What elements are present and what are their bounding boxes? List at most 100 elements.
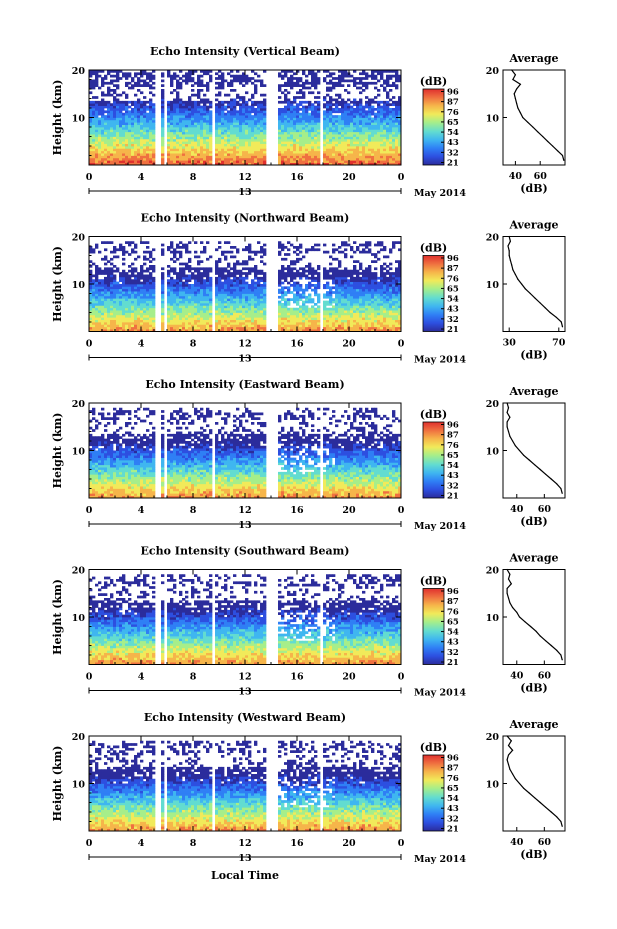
heatmap-cell bbox=[239, 74, 243, 78]
heatmap-cell bbox=[140, 284, 144, 287]
heatmap-cell bbox=[209, 286, 213, 290]
heatmap-cell bbox=[191, 286, 195, 290]
heatmap-cell bbox=[185, 284, 189, 287]
heatmap-cell bbox=[131, 131, 135, 135]
heatmap-cell bbox=[284, 324, 288, 328]
heatmap-cell bbox=[221, 115, 225, 118]
heatmap-cell bbox=[224, 93, 228, 97]
heatmap-cell bbox=[215, 93, 219, 97]
heatmap-cell bbox=[218, 77, 222, 80]
heatmap-cell bbox=[287, 312, 291, 316]
heatmap-cell bbox=[179, 150, 183, 154]
heatmap-cell bbox=[119, 305, 123, 309]
heatmap-cell bbox=[347, 103, 351, 106]
heatmap-cell bbox=[281, 246, 285, 249]
heatmap-cell bbox=[185, 103, 189, 106]
heatmap-cell bbox=[176, 307, 180, 311]
heatmap-cell bbox=[305, 141, 309, 144]
heatmap-cell bbox=[203, 269, 207, 273]
heatmap-cell bbox=[380, 141, 384, 144]
heatmap-cell bbox=[143, 300, 147, 304]
heatmap-cell bbox=[215, 305, 219, 309]
heatmap-cell bbox=[242, 105, 246, 109]
heatmap-cell bbox=[167, 160, 171, 163]
heatmap-cell bbox=[89, 155, 93, 159]
heatmap-cell bbox=[149, 295, 153, 299]
heatmap-cell bbox=[218, 124, 222, 128]
heatmap-cell bbox=[359, 160, 363, 163]
heatmap-cell bbox=[278, 127, 282, 130]
heatmap-cell bbox=[314, 112, 318, 116]
heatmap-cell bbox=[185, 124, 189, 128]
heatmap-cell bbox=[248, 255, 252, 259]
heatmap-cell bbox=[296, 108, 300, 111]
heatmap-cell bbox=[149, 329, 153, 332]
heatmap-cell bbox=[170, 295, 174, 299]
heatmap-cell bbox=[89, 86, 93, 90]
heatmap-cell bbox=[104, 129, 108, 133]
heatmap-cell bbox=[167, 317, 171, 320]
heatmap-cell bbox=[197, 153, 201, 156]
heatmap-cell bbox=[263, 100, 267, 104]
heatmap-cell bbox=[230, 250, 234, 254]
heatmap-cell bbox=[131, 108, 135, 111]
heatmap-cell bbox=[245, 162, 249, 166]
heatmap-cell bbox=[257, 117, 261, 121]
heatmap-cell bbox=[104, 248, 108, 252]
heatmap-cell bbox=[143, 279, 147, 282]
heatmap-cell bbox=[107, 103, 111, 106]
heatmap-cell bbox=[152, 136, 156, 140]
heatmap-cell bbox=[260, 131, 264, 135]
heatmap-cell bbox=[194, 274, 198, 278]
heatmap-cell bbox=[287, 153, 291, 156]
heatmap-cell bbox=[296, 286, 300, 290]
heatmap-cell bbox=[290, 70, 294, 73]
heatmap-cell bbox=[290, 150, 294, 154]
heatmap-cell bbox=[242, 329, 246, 332]
heatmap-cell bbox=[335, 143, 339, 147]
heatmap-cell bbox=[179, 160, 183, 163]
heatmap-cell bbox=[356, 86, 360, 90]
heatmap-cell bbox=[338, 148, 342, 152]
heatmap-cell bbox=[377, 105, 381, 109]
heatmap-cell bbox=[218, 141, 222, 144]
heatmap-cell bbox=[317, 110, 321, 114]
heatmap-cell bbox=[395, 124, 399, 128]
heatmap-cell bbox=[143, 329, 147, 332]
heatmap-cell bbox=[101, 115, 105, 118]
heatmap-cell bbox=[152, 108, 156, 111]
heatmap-cell bbox=[254, 329, 258, 332]
heatmap-cell bbox=[386, 129, 390, 133]
heatmap-cell bbox=[161, 100, 165, 104]
heatmap-cell bbox=[92, 262, 96, 266]
heatmap-cell bbox=[245, 134, 249, 137]
heatmap-cell bbox=[281, 157, 285, 161]
heatmap-cell bbox=[302, 84, 306, 87]
heatmap-cell bbox=[206, 138, 210, 142]
heatmap-cell bbox=[296, 269, 300, 273]
heatmap-cell bbox=[137, 279, 141, 282]
heatmap-cell bbox=[248, 105, 252, 109]
heatmap-cell bbox=[167, 314, 171, 318]
heatmap-cell bbox=[296, 300, 300, 304]
heatmap-cell bbox=[371, 157, 375, 161]
heatmap-cell bbox=[206, 284, 210, 287]
heatmap-cell bbox=[89, 124, 93, 128]
heatmap-cell bbox=[197, 286, 201, 290]
heatmap-cell bbox=[197, 312, 201, 316]
heatmap-cell bbox=[209, 317, 213, 320]
heatmap-cell bbox=[203, 70, 207, 73]
heatmap-cell bbox=[260, 246, 264, 249]
heatmap-cell bbox=[131, 127, 135, 130]
heatmap-cell bbox=[161, 329, 165, 332]
heatmap-cell bbox=[338, 134, 342, 137]
heatmap-cell bbox=[329, 138, 333, 142]
heatmap-cell bbox=[236, 272, 240, 275]
heatmap-cell bbox=[116, 124, 120, 128]
heatmap-cell bbox=[299, 295, 303, 299]
heatmap-cell bbox=[185, 143, 189, 147]
x-tick-label: 12 bbox=[238, 172, 251, 183]
heatmap-cell bbox=[344, 129, 348, 133]
heatmap-cell bbox=[284, 291, 288, 294]
heatmap-cell bbox=[131, 267, 135, 271]
